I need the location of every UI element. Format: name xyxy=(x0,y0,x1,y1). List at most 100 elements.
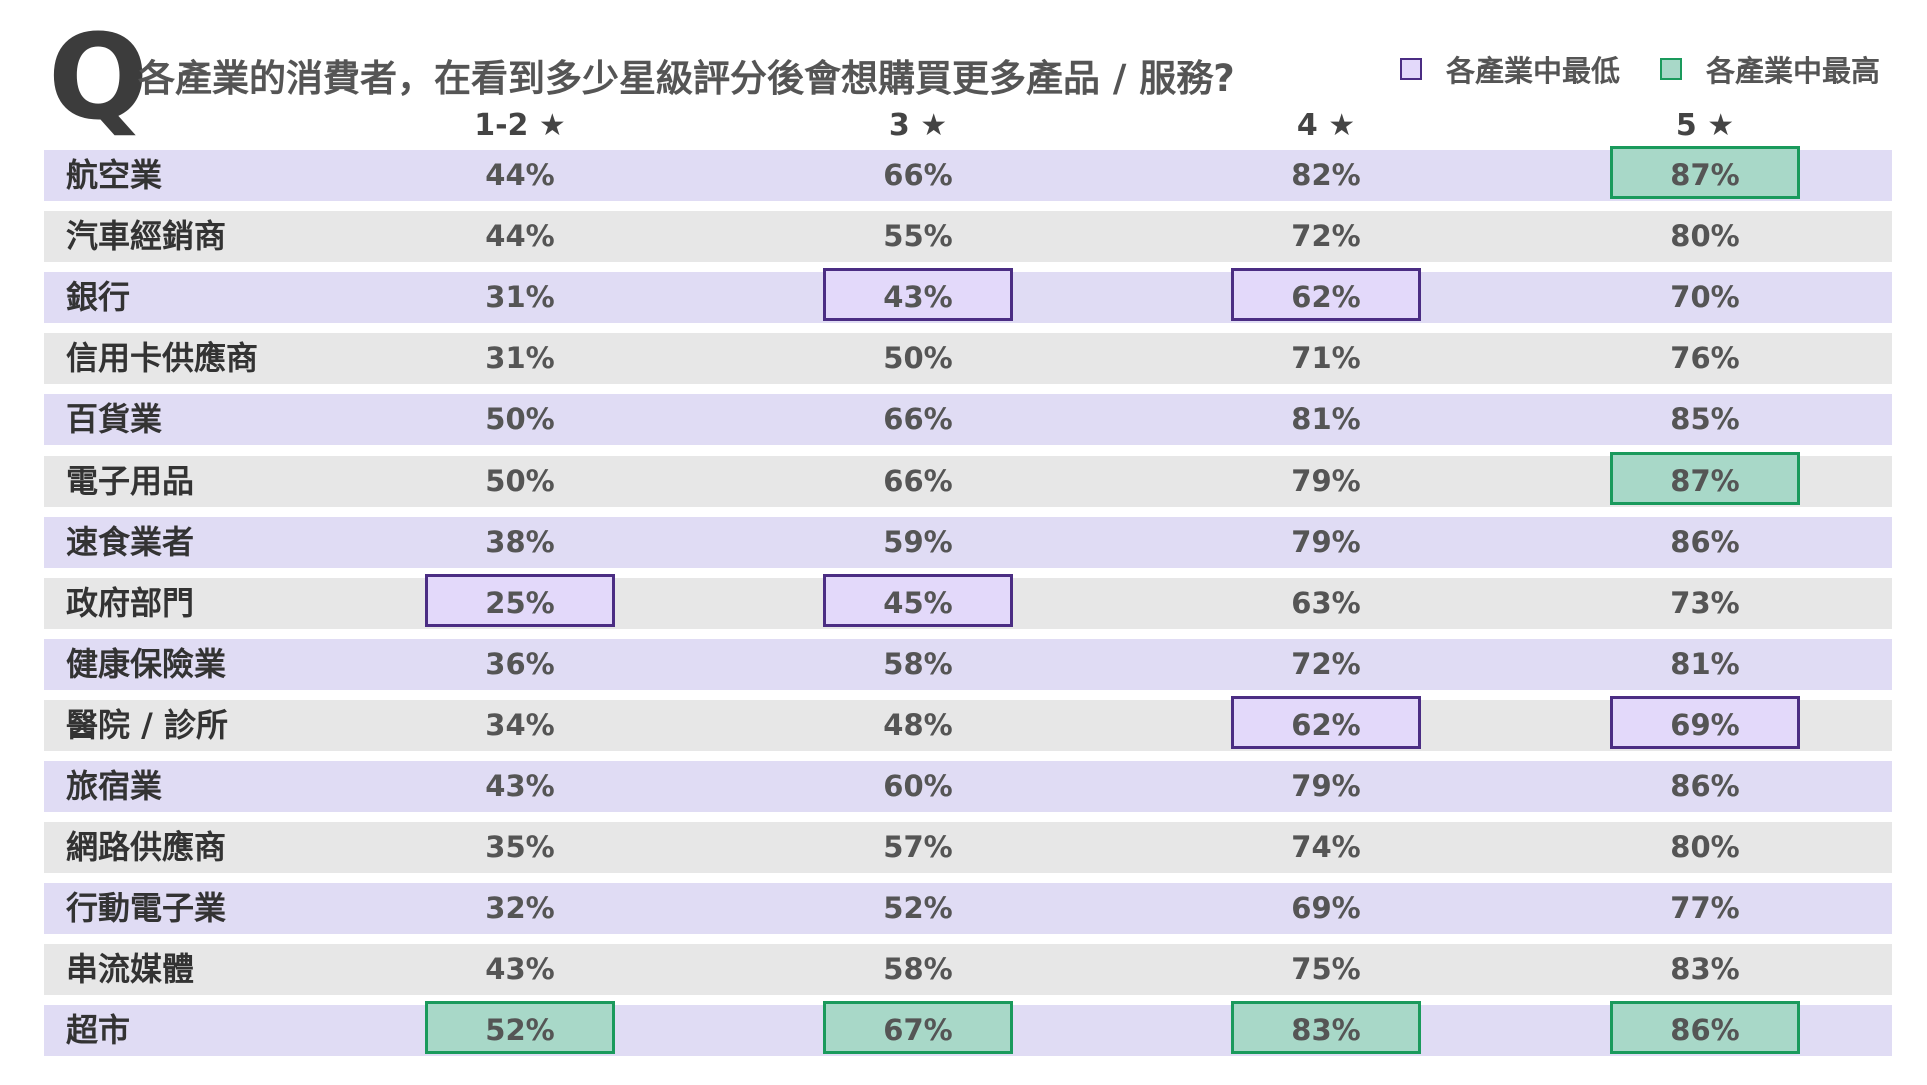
value-cell-lowest: 25% xyxy=(425,574,615,627)
value-cell: 71% xyxy=(1291,341,1361,375)
value-cell-highest: 67% xyxy=(823,1001,1013,1054)
table-row: 行動電子業 32% 52% 69% 77% xyxy=(44,883,1892,934)
value-cell: 83% xyxy=(1670,952,1740,986)
row-label: 旅宿業 xyxy=(66,767,163,805)
value-cell: 63% xyxy=(1291,586,1361,620)
column-header-4: 5 ★ xyxy=(1675,108,1735,143)
row-label: 健康保險業 xyxy=(66,645,227,683)
value-cell: 86% xyxy=(1670,769,1740,803)
value-cell-highest: 52% xyxy=(425,1001,615,1054)
value-cell: 38% xyxy=(485,525,555,559)
legend-highest-label: 各產業中最高 xyxy=(1706,54,1881,88)
value-cell: 44% xyxy=(485,158,555,192)
table-row: 醫院 / 診所 34% 48% 62% 69% xyxy=(44,696,1892,751)
value-cell-lowest: 62% xyxy=(1231,696,1421,749)
value-cell: 36% xyxy=(485,647,555,681)
row-label: 汽車經銷商 xyxy=(66,217,227,255)
legend-lowest-label: 各產業中最低 xyxy=(1446,54,1621,88)
q-mark: Q xyxy=(48,8,149,146)
value-cell: 80% xyxy=(1670,219,1740,253)
value-cell: 60% xyxy=(883,769,953,803)
value-cell: 50% xyxy=(883,341,953,375)
value-cell: 73% xyxy=(1670,586,1740,620)
value-cell-highest: 86% xyxy=(1610,1001,1800,1054)
value-cell: 76% xyxy=(1670,341,1740,375)
table-row: 汽車經銷商 44% 55% 72% 80% xyxy=(44,211,1892,262)
value-cell: 43% xyxy=(485,952,555,986)
legend-lowest: 各產業中最低 xyxy=(1400,48,1620,90)
value-cell: 72% xyxy=(1291,219,1361,253)
value-cell: 59% xyxy=(883,525,953,559)
value-cell: 57% xyxy=(883,830,953,864)
value-cell: 70% xyxy=(1670,280,1740,314)
value-cell: 44% xyxy=(485,219,555,253)
value-cell: 79% xyxy=(1291,769,1361,803)
value-cell: 74% xyxy=(1291,830,1361,864)
value-cell: 81% xyxy=(1291,402,1361,436)
row-label: 百貨業 xyxy=(66,400,163,438)
column-header-2: 3 ★ xyxy=(888,108,948,143)
row-label: 行動電子業 xyxy=(66,889,227,927)
row-label: 超市 xyxy=(66,1011,131,1049)
table-row: 串流媒體 43% 58% 75% 83% xyxy=(44,944,1892,995)
value-cell: 81% xyxy=(1670,647,1740,681)
value-cell: 50% xyxy=(485,402,555,436)
value-cell: 50% xyxy=(485,464,555,498)
value-cell: 82% xyxy=(1291,158,1361,192)
value-cell: 79% xyxy=(1291,525,1361,559)
row-label: 航空業 xyxy=(66,156,163,194)
row-label: 信用卡供應商 xyxy=(66,339,259,377)
value-cell-lowest: 69% xyxy=(1610,696,1800,749)
value-cell: 31% xyxy=(485,341,555,375)
value-cell: 66% xyxy=(883,402,953,436)
row-label: 政府部門 xyxy=(66,584,195,622)
value-cell: 85% xyxy=(1670,402,1740,436)
value-cell: 43% xyxy=(485,769,555,803)
value-cell-highest: 87% xyxy=(1610,146,1800,199)
value-cell: 34% xyxy=(485,708,555,742)
table-row: 航空業 44% 66% 82% 87% xyxy=(44,146,1892,201)
table-row: 健康保險業 36% 58% 72% 81% xyxy=(44,639,1892,690)
value-cell: 58% xyxy=(883,952,953,986)
value-cell: 58% xyxy=(883,647,953,681)
column-header-3: 4 ★ xyxy=(1296,108,1356,143)
value-cell: 52% xyxy=(883,891,953,925)
value-cell: 55% xyxy=(883,219,953,253)
table-row: 超市 52% 67% 83% 86% xyxy=(44,1001,1892,1056)
row-label: 醫院 / 診所 xyxy=(66,706,228,744)
legend-highest: 各產業中最高 xyxy=(1660,48,1880,90)
row-label: 電子用品 xyxy=(66,462,195,500)
row-label: 銀行 xyxy=(66,278,131,316)
row-label: 網路供應商 xyxy=(66,828,227,866)
value-cell: 32% xyxy=(485,891,555,925)
value-cell: 79% xyxy=(1291,464,1361,498)
value-cell-lowest: 43% xyxy=(823,268,1013,321)
value-cell: 31% xyxy=(485,280,555,314)
table-row: 銀行 31% 43% 62% 70% xyxy=(44,268,1892,323)
legend-lowest-swatch xyxy=(1400,58,1422,80)
value-cell-lowest: 62% xyxy=(1231,268,1421,321)
value-cell: 75% xyxy=(1291,952,1361,986)
value-cell: 66% xyxy=(883,158,953,192)
row-label: 串流媒體 xyxy=(66,950,195,988)
table-row: 電子用品 50% 66% 79% 87% xyxy=(44,452,1892,507)
value-cell: 35% xyxy=(485,830,555,864)
value-cell: 72% xyxy=(1291,647,1361,681)
legend-highest-swatch xyxy=(1660,58,1682,80)
table-row: 旅宿業 43% 60% 79% 86% xyxy=(44,761,1892,812)
table-row: 速食業者 38% 59% 79% 86% xyxy=(44,517,1892,568)
row-label: 速食業者 xyxy=(66,523,195,561)
table-row: 百貨業 50% 66% 81% 85% xyxy=(44,394,1892,445)
table-row: 信用卡供應商 31% 50% 71% 76% xyxy=(44,333,1892,384)
value-cell-highest: 83% xyxy=(1231,1001,1421,1054)
value-cell-highest: 87% xyxy=(1610,452,1800,505)
value-cell: 69% xyxy=(1291,891,1361,925)
value-cell: 80% xyxy=(1670,830,1740,864)
value-cell: 86% xyxy=(1670,525,1740,559)
value-cell: 77% xyxy=(1670,891,1740,925)
column-header-1: 1-2 ★ xyxy=(474,108,566,143)
value-cell: 48% xyxy=(883,708,953,742)
value-cell: 66% xyxy=(883,464,953,498)
value-cell-lowest: 45% xyxy=(823,574,1013,627)
table-row: 網路供應商 35% 57% 74% 80% xyxy=(44,822,1892,873)
